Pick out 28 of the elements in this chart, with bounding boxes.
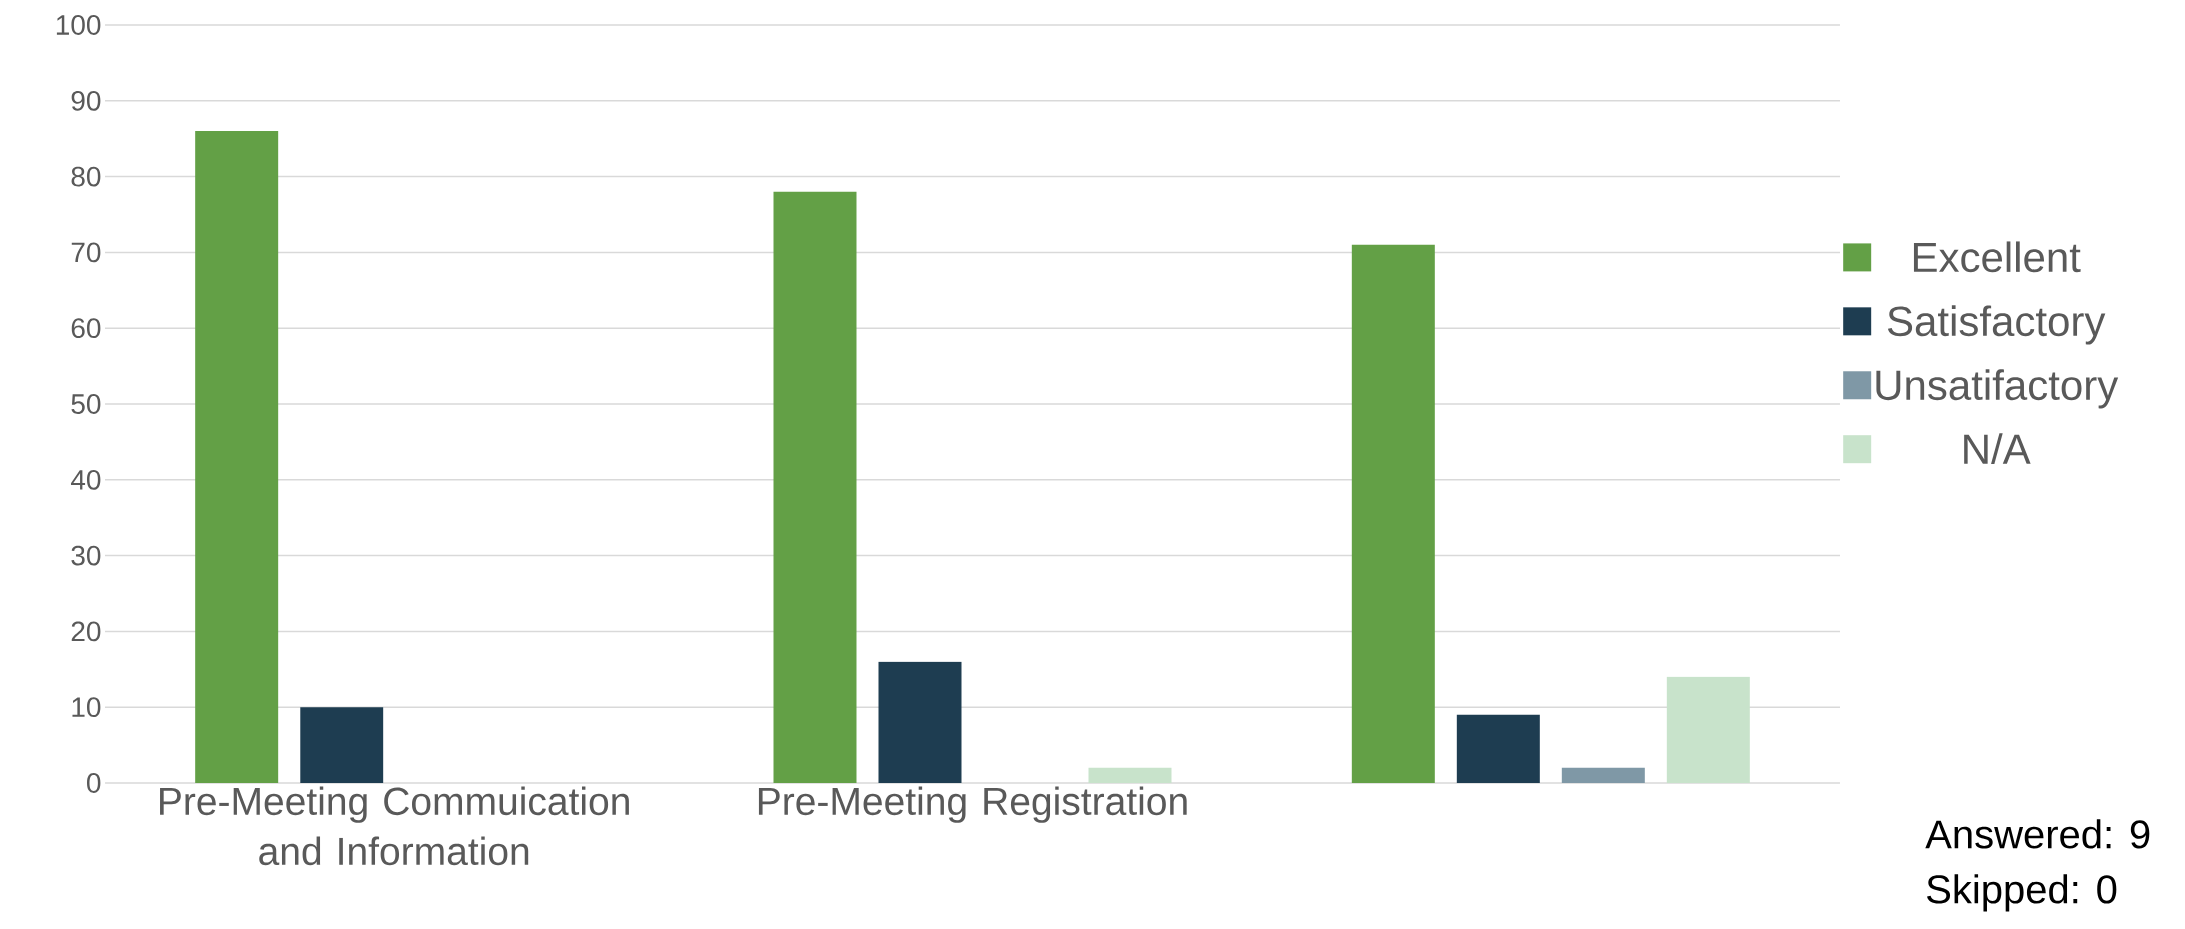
y-tick-label: 80 [71, 166, 101, 187]
bar [1351, 244, 1435, 783]
x-tick-label: Pre-Meeting Commuication and Information [160, 786, 629, 866]
bar [1666, 676, 1750, 783]
bar [1561, 767, 1645, 783]
y-tick-label: 60 [71, 318, 101, 339]
y-tick-label: 20 [71, 621, 101, 642]
legend-label: Excellent [1913, 241, 2081, 273]
y-tick-label: 50 [71, 394, 101, 414]
legend-label: N/A [1964, 433, 2031, 465]
bar [1088, 767, 1172, 783]
y-tick-label: 70 [71, 242, 101, 263]
x-tick-label: Pre-Meeting Registration [758, 786, 1187, 823]
y-tick-label: 0 [87, 773, 101, 793]
bar [1456, 714, 1540, 783]
y-tick-label: 40 [70, 469, 101, 490]
bar [878, 661, 962, 783]
legend-label: Unsatifactory [1876, 369, 2119, 409]
y-tick-label: 30 [71, 545, 101, 566]
bar [195, 131, 279, 783]
y-tick-label: 90 [71, 90, 101, 111]
legend-label: Satisfactory [1887, 305, 2106, 345]
bar [773, 191, 857, 783]
y-tick-label: 10 [72, 697, 101, 718]
text: Answered: 9 [1925, 819, 2150, 849]
text: Skipped: 0 [1927, 874, 2117, 912]
y-tick-label: 100 [56, 15, 101, 35]
bar [300, 707, 384, 783]
